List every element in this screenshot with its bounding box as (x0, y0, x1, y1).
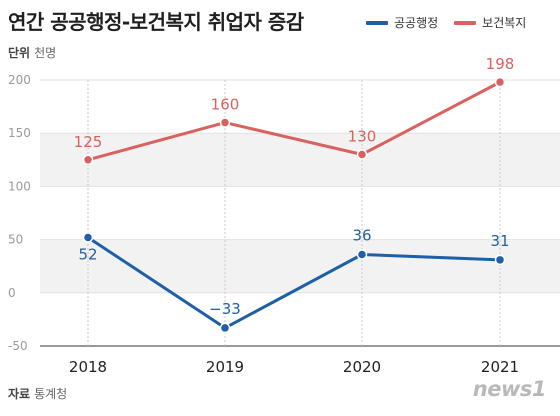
chart-title: 연간 공공행정-보건복지 취업자 증감 (8, 10, 304, 34)
source-note: 자료 통계청 (8, 385, 67, 402)
x-tick-label: 2019 (206, 358, 244, 376)
data-label: −33 (209, 300, 241, 318)
news1-logo: news1 (472, 377, 547, 401)
x-tick-label: 2018 (69, 358, 107, 376)
source-value: 통계청 (34, 387, 68, 401)
data-label: 198 (486, 55, 515, 73)
data-point (219, 117, 231, 128)
data-label: 52 (78, 245, 97, 263)
data-point (494, 76, 506, 88)
y-tick-label: 150 (8, 126, 31, 140)
source-label: 자료 (8, 387, 31, 401)
grid-band (40, 133, 560, 187)
unit-value: 천명 (34, 46, 57, 60)
y-tick-label: 0 (8, 286, 16, 300)
legend-label-health-welfare: 보건복지 (482, 16, 527, 30)
x-tick-label: 2021 (481, 358, 519, 376)
data-point (356, 249, 368, 260)
y-tick-label: -50 (8, 339, 28, 353)
x-tick-label: 2020 (343, 358, 381, 376)
legend-item-health-welfare: 보건복지 (454, 14, 526, 31)
data-label: 125 (74, 133, 103, 151)
data-label: 31 (490, 232, 509, 250)
series-line-0 (87, 236, 501, 330)
unit-label: 단위 (8, 46, 31, 60)
y-tick-label: 100 (8, 179, 31, 193)
series-line-1 (87, 80, 501, 162)
data-point (356, 149, 368, 160)
legend-swatch-public-admin (366, 20, 388, 25)
unit-note: 단위 천명 (8, 44, 56, 61)
data-label: 36 (352, 226, 371, 244)
data-label: 160 (211, 96, 240, 114)
grid-band (40, 239, 560, 293)
legend-item-public-admin: 공공행정 (366, 14, 438, 31)
data-point (219, 322, 231, 334)
data-point (82, 232, 94, 243)
data-label: 130 (348, 127, 377, 145)
data-point (82, 154, 94, 166)
legend-swatch-health-welfare (454, 20, 477, 25)
y-tick-label: 50 (8, 233, 23, 247)
legend-label-public-admin: 공공행정 (394, 16, 439, 30)
y-tick-label: 200 (8, 73, 31, 87)
legend: 공공행정 보건복지 (366, 14, 526, 31)
data-point (494, 254, 506, 266)
